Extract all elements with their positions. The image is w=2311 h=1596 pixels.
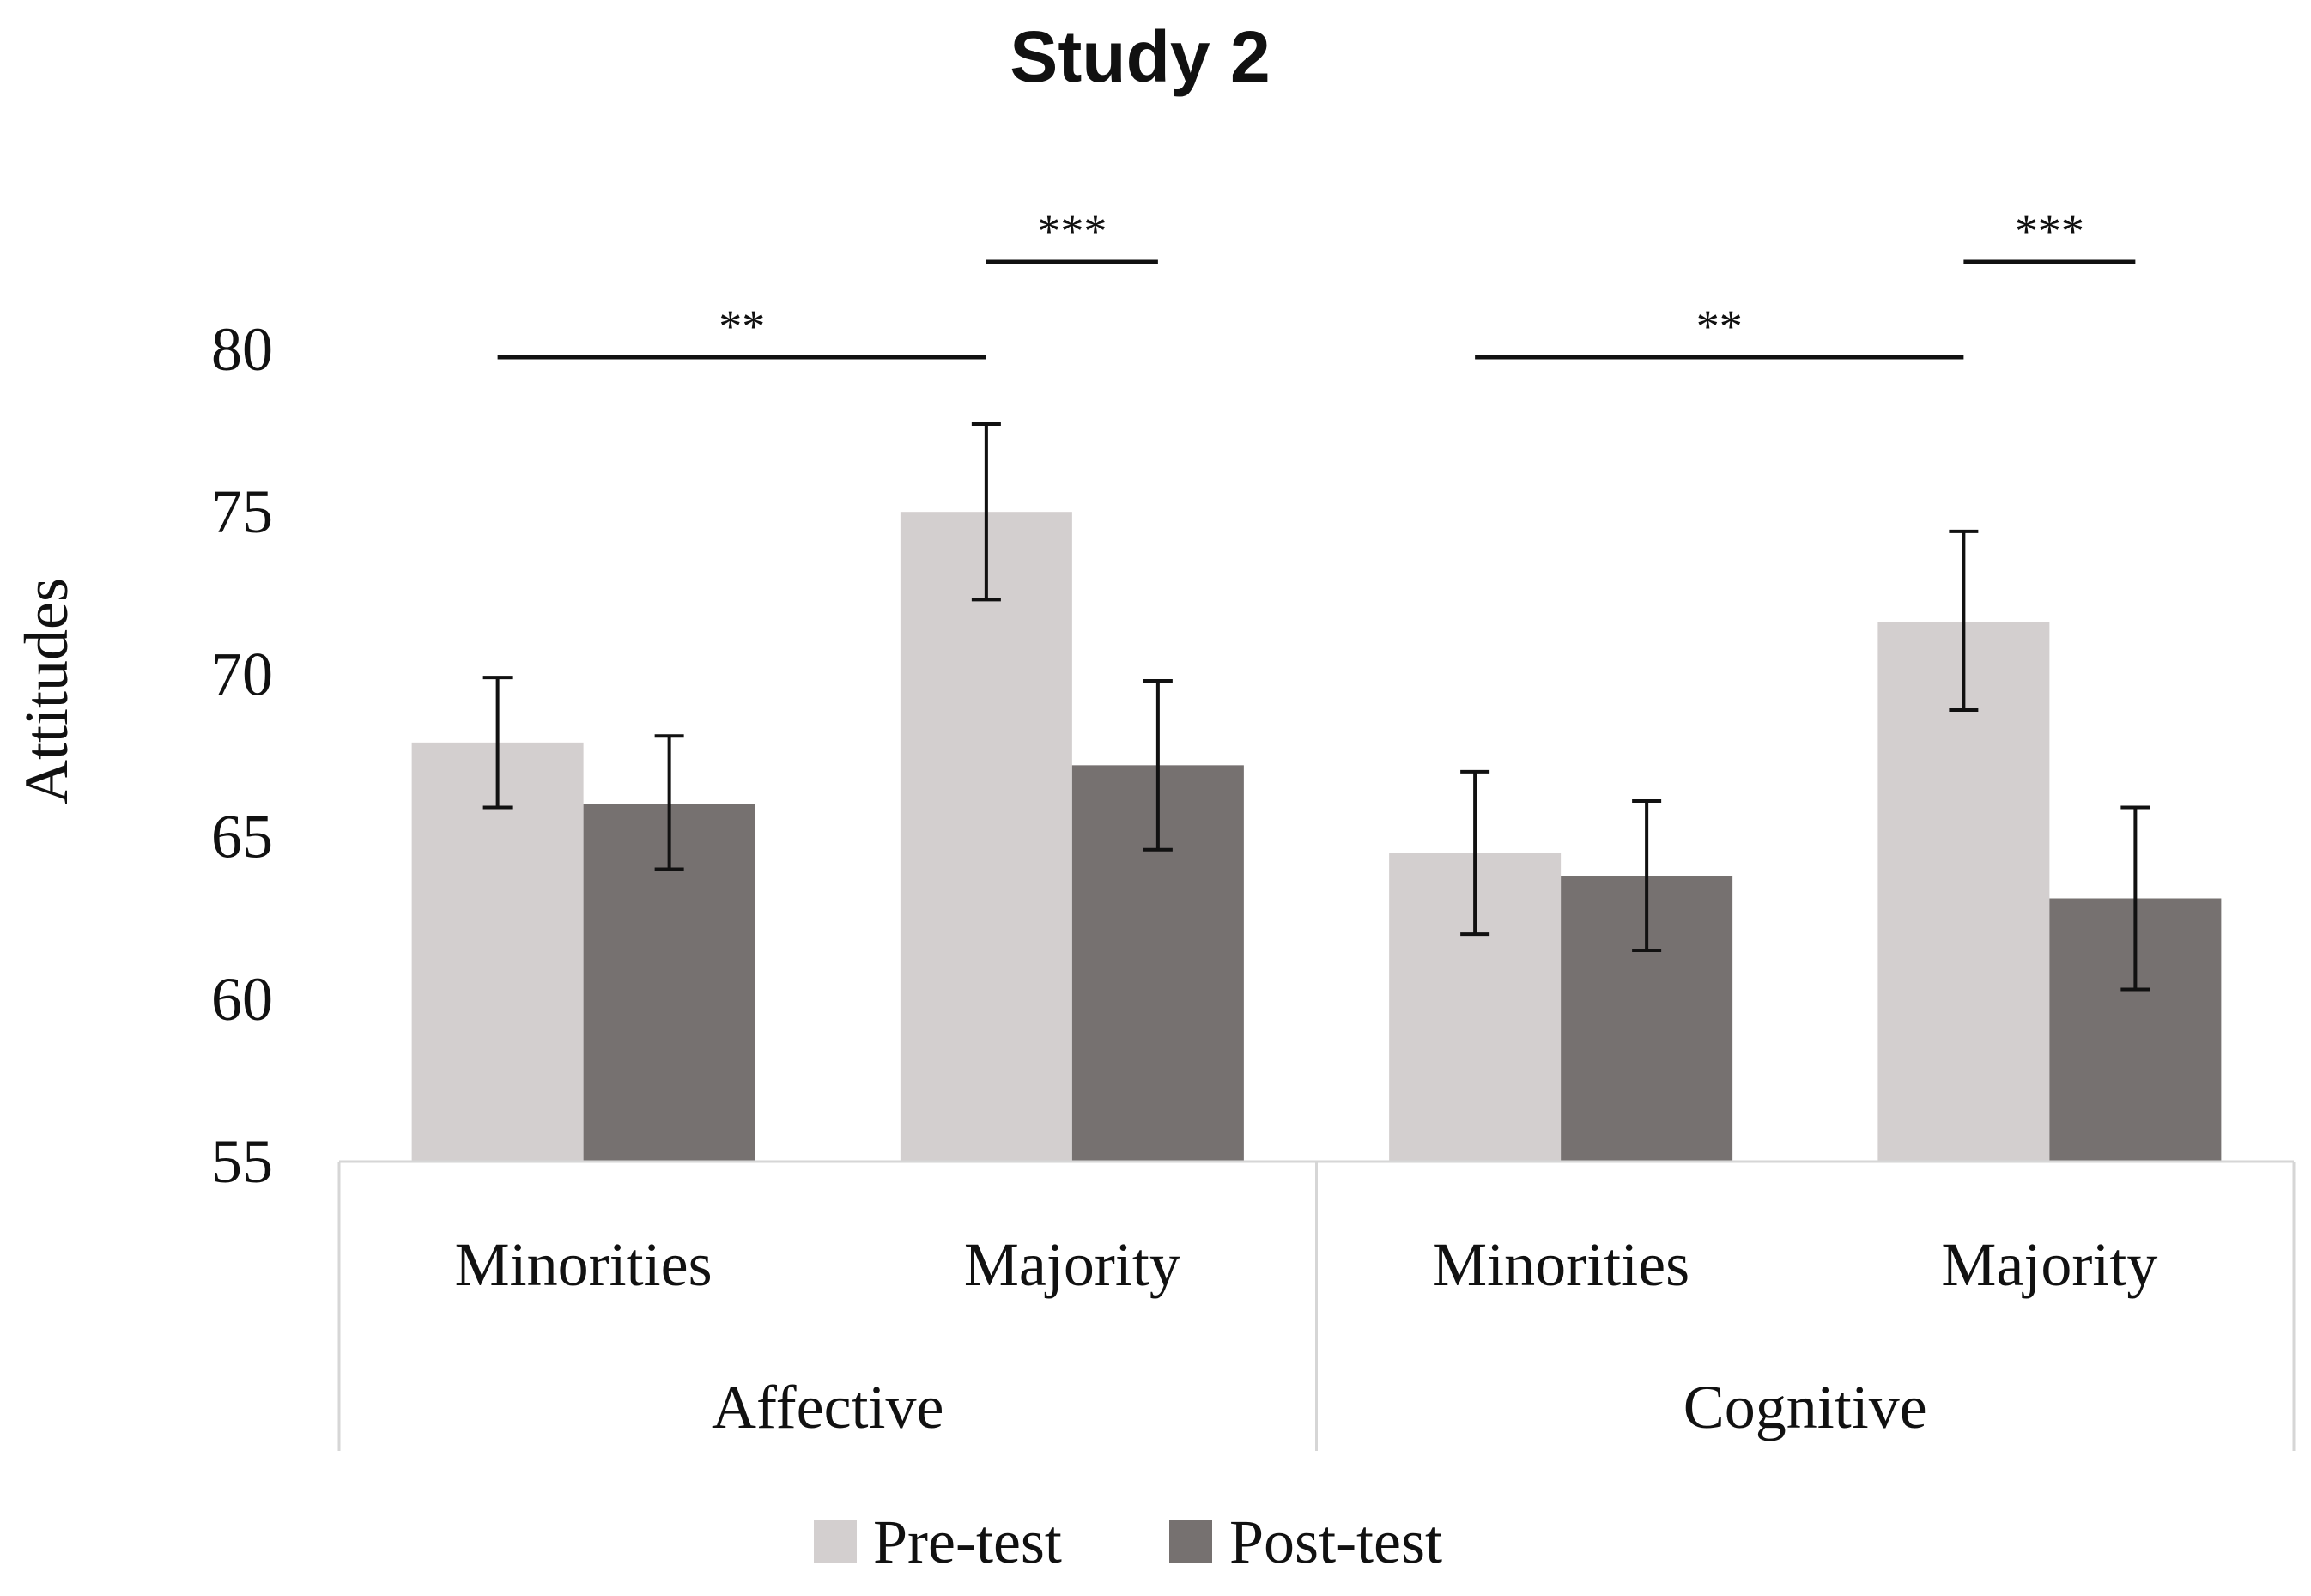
error-bar [971, 422, 1001, 602]
y-axis-label: Attitudes [12, 578, 81, 804]
error-bar [1460, 769, 1490, 937]
significance-marker: *** [1963, 205, 2136, 264]
error-bars [482, 422, 2150, 992]
significance-marker: ** [1475, 300, 1964, 360]
bar-pre-test-1 [900, 512, 1072, 1162]
legend-item: Post-test [1169, 1508, 1442, 1576]
y-tick-label: 60 [211, 965, 273, 1034]
significance-label: ** [719, 300, 765, 352]
x-category-label: Minorities [455, 1230, 713, 1299]
error-bar [654, 734, 684, 871]
legend-item: Pre-test [814, 1508, 1062, 1576]
significance-label: ** [1696, 300, 1743, 352]
legend-swatch [814, 1520, 857, 1563]
error-bar [1632, 798, 1662, 953]
error-bar [2120, 805, 2150, 992]
y-tick-label: 55 [211, 1127, 273, 1196]
chart-title: Study 2 [1010, 16, 1270, 97]
x-group-label: Affective [712, 1373, 944, 1441]
x-category-label: Majority [1941, 1230, 2157, 1299]
significance-label: *** [2015, 205, 2084, 257]
x-category-label: Majority [964, 1230, 1180, 1299]
y-tick-label: 70 [211, 640, 273, 708]
error-bar [1143, 678, 1173, 852]
y-tick-label: 80 [211, 315, 273, 384]
y-axis-ticks: 55 60 65 70 75 80 [211, 315, 273, 1196]
bar-pre-test-0 [411, 742, 584, 1162]
legend-swatch [1169, 1520, 1212, 1563]
error-bar [482, 676, 513, 810]
bars [411, 512, 2222, 1162]
bar-pre-test-3 [1877, 622, 2050, 1162]
significance-marker: *** [986, 205, 1158, 264]
legend: Pre-test Post-test [814, 1508, 1442, 1576]
significance-marker: ** [497, 300, 986, 360]
significance-label: *** [1037, 205, 1107, 257]
legend-label: Post-test [1229, 1508, 1442, 1576]
legend-label: Pre-test [873, 1508, 1062, 1576]
x-axis: Affective Cognitive Minorities Majority Mino… [337, 1160, 2296, 1451]
significance-annotations: ********** [497, 205, 2136, 360]
error-bar [1949, 529, 1979, 713]
x-group-label: Cognitive [1683, 1373, 1927, 1441]
y-tick-label: 65 [211, 803, 273, 871]
x-category-label: Minorities [1432, 1230, 1689, 1299]
y-tick-label: 75 [211, 477, 273, 546]
